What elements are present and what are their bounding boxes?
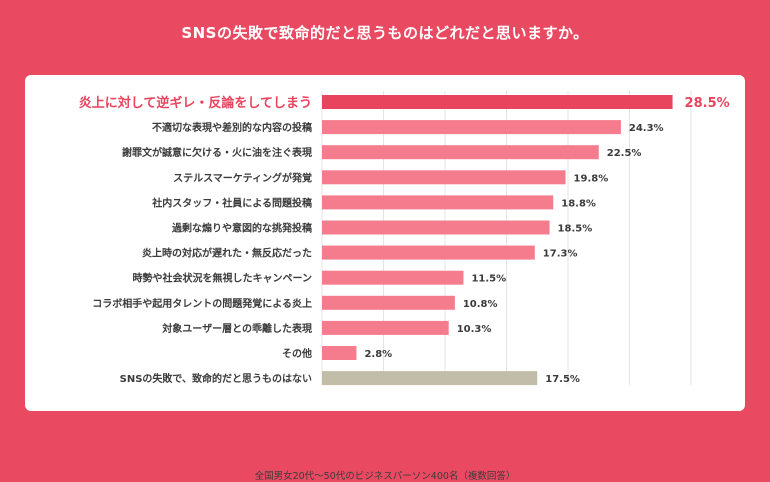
value-label: 17.3% — [543, 249, 578, 260]
chart-card: 炎上に対して逆ギレ・反論をしてしまう 28.5% 不適切な表現や差別的な内容の投稿 2… — [25, 75, 745, 482]
bar — [322, 295, 455, 310]
chart-title: SNSの失敗で致命的だと思うものはどれだと思いますか。 — [181, 24, 589, 42]
value-label: 10.3% — [457, 324, 492, 335]
bar — [322, 95, 673, 109]
value-label: 22.5% — [607, 148, 642, 159]
value-label: 28.5% — [685, 96, 730, 111]
bar — [322, 245, 535, 260]
value-label: 18.5% — [558, 224, 593, 235]
category-label: 不適切な表現や差別的な内容の投稿 — [152, 121, 312, 134]
category-label: 社内スタッフ・社員による問題投稿 — [151, 196, 312, 209]
bar — [322, 270, 464, 285]
survey-note: 全国男女20代〜50代のビジネスパーソン400名（複数回答） — [254, 471, 516, 482]
category-label: その他 — [282, 347, 312, 360]
value-label: 11.5% — [471, 274, 506, 285]
value-label: 10.8% — [463, 299, 498, 310]
category-label: 対象ユーザー層との乖離した表現 — [161, 322, 312, 335]
category-label: 炎上時の対応が遅れた・無反応だった — [142, 247, 312, 260]
category-label: SNSの失敗で、致命的だと思うものはない — [120, 372, 312, 385]
bar — [322, 120, 621, 135]
value-label: 17.5% — [545, 374, 580, 385]
category-label: 過剰な煽りや意図的な挑発投稿 — [171, 222, 312, 235]
category-label: コラボ相手や起用タレントの問題発覚による炎上 — [92, 297, 312, 310]
value-label: 24.3% — [629, 123, 664, 134]
bar — [322, 220, 550, 235]
bar-chart: 炎上に対して逆ギレ・反論をしてしまう 28.5% 不適切な表現や差別的な内容の投稿 2… — [79, 91, 730, 386]
bar — [322, 170, 566, 185]
value-label: 2.8% — [364, 349, 392, 360]
category-label: ステルスマーケティングが発覚 — [173, 171, 312, 184]
bar — [322, 320, 449, 335]
value-label: 19.8% — [574, 173, 609, 184]
value-label: 18.8% — [561, 198, 596, 209]
bar — [322, 371, 538, 386]
bar — [322, 346, 357, 360]
category-label: 謝罪文が誠意に欠ける・火に油を注ぐ表現 — [122, 146, 312, 159]
bar — [322, 195, 554, 210]
category-label: 時勢や社会状況を無視したキャンペーン — [133, 272, 313, 285]
bar — [322, 145, 599, 160]
category-label: 炎上に対して逆ギレ・反論をしてしまう — [79, 95, 312, 111]
